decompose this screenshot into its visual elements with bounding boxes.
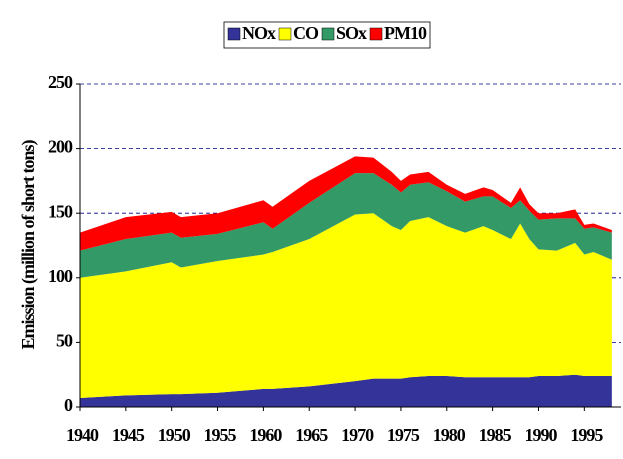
x-tick-label: 1975 xyxy=(387,425,420,445)
x-tick-label: 1940 xyxy=(66,425,99,445)
x-tick-label: 1985 xyxy=(479,425,512,445)
x-tick-label: 1955 xyxy=(204,425,237,445)
y-axis-label: Emission (million of short tons) xyxy=(18,139,39,349)
x-tick-label: 1960 xyxy=(249,425,282,445)
legend-label: NOx xyxy=(242,23,276,43)
legend-label: SOx xyxy=(336,23,367,43)
x-tick-label: 1980 xyxy=(433,425,466,445)
x-tick-label: 1950 xyxy=(158,425,191,445)
legend-swatch xyxy=(278,27,292,41)
legend-swatch xyxy=(369,27,383,41)
legend-swatch xyxy=(227,27,241,41)
area xyxy=(80,156,612,251)
y-tick-label: 50 xyxy=(56,331,73,351)
legend: NOx CO SOx PM10 xyxy=(223,21,431,49)
legend-label: PM10 xyxy=(384,23,427,43)
legend-swatch xyxy=(321,27,335,41)
legend-label: CO xyxy=(293,23,319,43)
x-tick-label: 1990 xyxy=(524,425,557,445)
x-tick-label: 1970 xyxy=(341,425,374,445)
area xyxy=(80,213,612,398)
x-tick-label: 1995 xyxy=(570,425,603,445)
legend-box xyxy=(223,21,431,49)
x-tick-label: 1965 xyxy=(295,425,328,445)
y-tick-label: 0 xyxy=(64,395,73,415)
x-tick-label: 1945 xyxy=(112,425,145,445)
y-tick-label: 250 xyxy=(48,72,73,92)
area xyxy=(80,173,612,278)
y-tick-label: 100 xyxy=(48,266,73,286)
y-tick-label: 150 xyxy=(48,201,73,221)
area xyxy=(80,374,612,407)
y-tick-label: 200 xyxy=(48,137,73,157)
